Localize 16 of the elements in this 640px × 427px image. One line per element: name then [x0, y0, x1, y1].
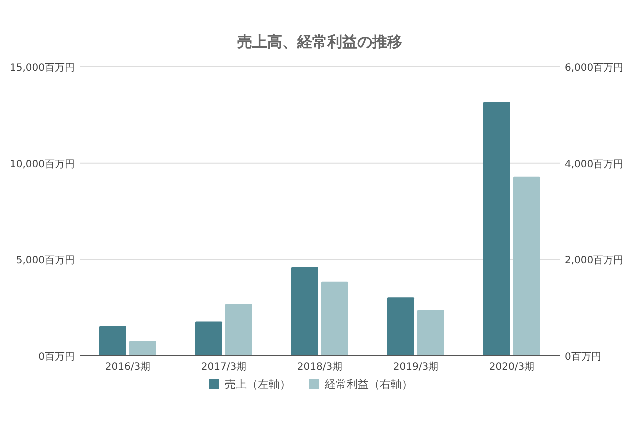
y-tick-label: 10,000百万円 [10, 159, 75, 170]
chart-title: 売上高、経常利益の推移 [238, 33, 402, 51]
x-tick-label: 2016/3期 [105, 361, 151, 373]
y2-tick-label: 2,000百万円 [565, 256, 624, 267]
y-tick-label: 0百万円 [38, 352, 75, 363]
y-tick-label: 5,000百万円 [16, 256, 75, 267]
y-tick-label: 15,000百万円 [10, 63, 75, 74]
legend-label: 売上（左軸） [225, 378, 291, 391]
y2-tick-label: 0百万円 [565, 352, 602, 363]
legend-label: 経常利益（右軸） [324, 378, 413, 391]
x-tick-label: 2019/3期 [393, 361, 439, 373]
y2-tick-label: 6,000百万円 [565, 63, 624, 74]
x-tick-label: 2020/3期 [489, 361, 535, 373]
x-tick-label: 2017/3期 [201, 361, 247, 373]
x-tick-label: 2018/3期 [297, 361, 343, 373]
y2-tick-label: 4,000百万円 [565, 159, 624, 170]
